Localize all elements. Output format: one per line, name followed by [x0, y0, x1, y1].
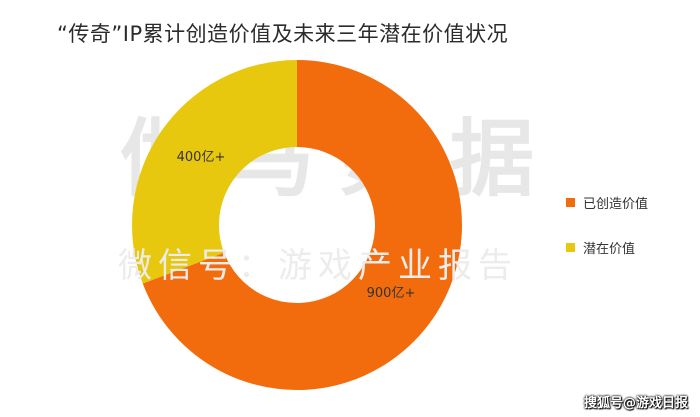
- donut-slice-created: [142, 60, 462, 391]
- legend-item-potential: 潜在价值: [566, 237, 648, 257]
- legend-item-created: 已创造价值: [566, 192, 648, 212]
- donut-slice-potential: [132, 60, 297, 284]
- legend: 已创造价值 潜在价值: [566, 192, 648, 282]
- legend-swatch-created: [566, 197, 575, 207]
- watermark-sub: 微信号：游戏产业报告: [118, 246, 518, 286]
- data-label-potential: 400亿+: [177, 150, 226, 165]
- chart-title: “传奇”IP累计创造价值及未来三年潜在价值状况: [57, 22, 509, 46]
- legend-label-created: 已创造价值: [583, 196, 649, 212]
- footer-credit: 搜狐号@游戏日报: [583, 396, 688, 411]
- data-label-created: 900亿+: [367, 286, 416, 301]
- legend-swatch-potential: [566, 242, 575, 252]
- legend-label-potential: 潜在价值: [583, 241, 636, 257]
